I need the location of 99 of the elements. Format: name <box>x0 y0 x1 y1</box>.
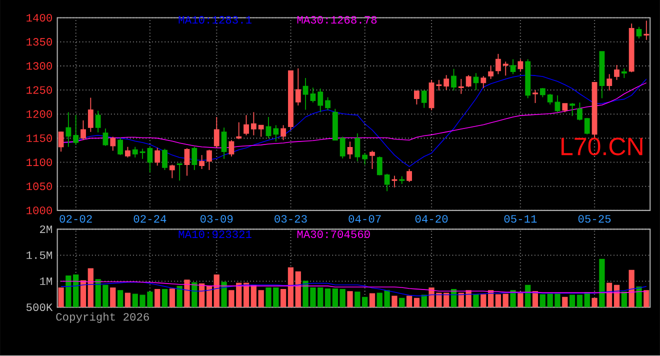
candlestick <box>250 112 256 136</box>
candlestick <box>140 148 146 160</box>
candlestick <box>244 114 249 136</box>
x-tick-label: 03-23 <box>274 215 307 223</box>
y-tick-label: 1350 <box>26 38 52 46</box>
candlestick <box>584 118 590 135</box>
candlestick <box>66 112 72 148</box>
x-tick-label: 02-02 <box>60 215 92 223</box>
candlestick <box>496 54 501 75</box>
candlestick <box>547 94 553 106</box>
y-tick-label: 1100 <box>26 158 52 166</box>
candlestick <box>518 58 524 72</box>
candlestick <box>414 90 420 106</box>
candlestick <box>236 122 242 140</box>
candlestick <box>302 78 308 110</box>
candlestick <box>95 110 101 134</box>
candlestick <box>206 149 212 171</box>
annotation: MA10:1283.1 <box>178 16 252 24</box>
candlestick <box>214 116 220 148</box>
candlestick <box>325 96 330 111</box>
candlestick <box>80 120 86 141</box>
candlestick <box>110 136 116 152</box>
candlestick <box>176 163 182 182</box>
candlestick <box>392 175 398 188</box>
candlestick <box>614 64 620 81</box>
candlestick <box>273 124 279 142</box>
candlestick <box>280 124 286 141</box>
candlestick <box>199 154 205 170</box>
candlestick <box>340 136 346 160</box>
candlestick <box>421 90 427 108</box>
candlestick <box>221 127 227 160</box>
x-tick-label: 05-25 <box>578 215 611 223</box>
y-tick-label: 1M <box>40 278 52 286</box>
candlestick <box>621 68 627 79</box>
y-tick-label: 1.5M <box>26 252 52 260</box>
y-tick-label: 1250 <box>26 86 52 94</box>
candlestick <box>577 102 582 121</box>
candlestick <box>118 137 123 156</box>
y-tick-label: 1050 <box>26 182 52 190</box>
candlestick <box>606 74 612 92</box>
candlestick <box>102 128 108 147</box>
annotation: MA30:704560 <box>297 230 370 238</box>
y-tick-label: 1200 <box>26 110 52 118</box>
candlestick <box>488 65 494 80</box>
candlestick <box>184 148 190 176</box>
candlestick <box>347 141 353 160</box>
y-tick-label: 2M <box>40 226 52 234</box>
candlestick <box>510 58 516 75</box>
candlestick <box>318 88 324 113</box>
y-tick-label: 500K <box>26 304 53 312</box>
candlestick <box>554 95 560 113</box>
candlestick <box>570 102 576 117</box>
candlestick <box>370 150 375 170</box>
y-tick-label: 1300 <box>26 62 52 70</box>
candlestick <box>436 80 442 92</box>
annotation: MA30:1268.78 <box>297 16 377 24</box>
x-tick-label: 05-11 <box>504 215 537 223</box>
candlestick <box>147 146 153 174</box>
candlestick <box>384 174 390 192</box>
candlestick <box>444 74 450 91</box>
x-tick-label: 02-24 <box>134 215 166 223</box>
candlestick <box>154 148 160 166</box>
candlestick <box>502 61 508 76</box>
candlestick <box>480 76 486 89</box>
y-tick-label: 1150 <box>26 134 52 142</box>
candlestick <box>466 74 472 88</box>
candlestick <box>310 87 316 104</box>
candlestick <box>406 168 412 183</box>
y-tick-label: 1400 <box>26 14 52 22</box>
candlestick <box>73 114 79 146</box>
candlestick <box>169 164 175 179</box>
candlestick <box>132 146 138 158</box>
candlestick <box>192 146 198 171</box>
candlestick <box>88 97 94 133</box>
x-tick-label: 04-07 <box>348 215 381 223</box>
candlestick <box>266 116 272 139</box>
candlestick <box>58 131 64 152</box>
candlestick <box>362 152 368 166</box>
candlestick <box>295 68 301 106</box>
candlestick <box>376 156 382 176</box>
candlestick <box>532 90 538 104</box>
y-tick-label: 1000 <box>26 206 52 214</box>
candlestick <box>354 133 360 162</box>
candlestick <box>399 176 405 185</box>
candlestick <box>636 26 642 40</box>
candlestick <box>125 146 130 158</box>
text: Copyright 2026 <box>56 312 149 324</box>
candlestick <box>451 68 456 92</box>
candlestick <box>540 88 546 98</box>
x-tick-label: 04-20 <box>415 215 448 223</box>
candlestick <box>644 20 650 41</box>
x-tick-label: 03-09 <box>200 215 233 223</box>
candlestick <box>162 148 168 171</box>
candlestick <box>458 78 464 94</box>
candlestick <box>228 140 234 158</box>
candlestick <box>258 124 264 138</box>
candlestick <box>473 72 479 91</box>
annotation: MA10:923321 <box>178 230 252 238</box>
annotation: L70.CN <box>562 138 642 156</box>
